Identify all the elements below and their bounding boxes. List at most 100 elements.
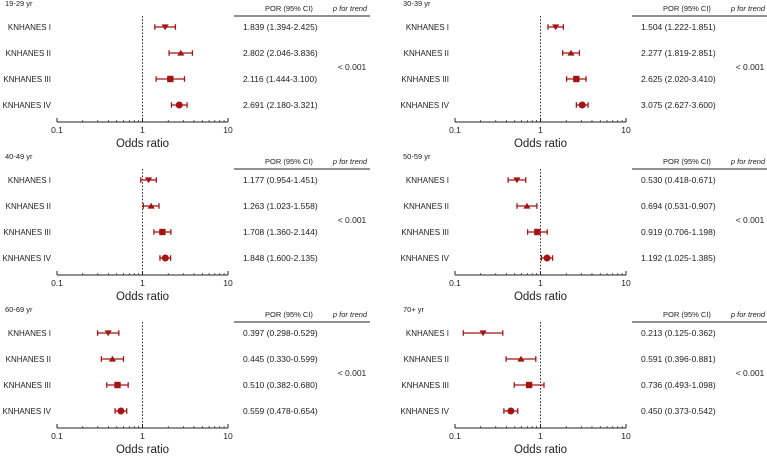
por-ci-value: 0.510 (0.382-0.680) — [243, 380, 318, 390]
x-axis-label: Odds ratio — [116, 444, 169, 456]
x-tick-label: 1 — [538, 431, 543, 441]
x-tick-label: 10 — [621, 125, 631, 135]
x-tick-label: 10 — [223, 431, 233, 441]
point-estimate-marker — [534, 228, 541, 236]
por-ci-value: 1.848 (1.600-2.135) — [243, 253, 318, 263]
table-header-p-trend: p for trend — [730, 4, 766, 13]
row-label: KNHANES IV — [3, 254, 52, 263]
x-tick-label: 0.1 — [449, 125, 461, 135]
por-ci-value: 1.708 (1.360-2.144) — [243, 227, 318, 237]
row-label: KNHANES II — [404, 202, 449, 211]
x-axis-label: Odds ratio — [514, 138, 567, 150]
por-ci-value: 2.277 (1.819-2.851) — [641, 48, 716, 58]
row-label: KNHANES III — [3, 381, 51, 390]
por-ci-value: 1.192 (1.025-1.385) — [641, 253, 716, 263]
p-for-trend-value: < 0.001 — [338, 215, 367, 225]
por-ci-value: 0.397 (0.298-0.529) — [243, 328, 318, 338]
table-header-por: POR (95% CI) — [663, 157, 711, 166]
panel-title: 70+ yr — [403, 305, 425, 314]
point-estimate-marker — [104, 330, 112, 337]
por-ci-value: 1.839 (1.394-2.425) — [243, 22, 318, 32]
por-ci-value: 0.919 (0.706-1.198) — [641, 227, 716, 237]
row-label: KNHANES III — [401, 381, 449, 390]
x-tick-label: 1 — [140, 431, 145, 441]
por-ci-value: 0.736 (0.493-1.098) — [641, 380, 716, 390]
panel-title: 50-59 yr — [403, 152, 431, 161]
row-label: KNHANES III — [3, 75, 51, 84]
por-ci-value: 2.116 (1.444-3.100) — [243, 74, 317, 84]
row-label: KNHANES I — [406, 176, 449, 185]
por-ci-value: 2.802 (2.046-3.836) — [243, 48, 318, 58]
row-label: KNHANES III — [3, 228, 51, 237]
por-ci-value: 2.625 (2.020-3.410) — [641, 74, 716, 84]
point-estimate-marker — [161, 254, 169, 262]
row-label: KNHANES IV — [401, 407, 450, 416]
row-label: KNHANES IV — [3, 407, 52, 416]
x-tick-label: 1 — [538, 278, 543, 288]
point-estimate-marker — [552, 24, 560, 31]
por-ci-value: 0.213 (0.125-0.362) — [641, 328, 716, 338]
por-ci-value: 0.694 (0.531-0.907) — [641, 201, 716, 211]
por-ci-value: 0.445 (0.330-0.599) — [243, 354, 318, 364]
x-tick-label: 10 — [223, 278, 233, 288]
x-tick-label: 1 — [140, 125, 145, 135]
row-label: KNHANES III — [401, 228, 449, 237]
row-label: KNHANES II — [404, 49, 449, 58]
point-estimate-marker — [147, 202, 155, 209]
table-header-p-trend: p for trend — [332, 310, 368, 319]
table-header-por: POR (95% CI) — [265, 4, 313, 13]
x-tick-label: 0.1 — [449, 278, 461, 288]
point-estimate-marker — [108, 355, 117, 362]
point-estimate-marker — [114, 381, 121, 389]
table-header-por: POR (95% CI) — [663, 4, 711, 13]
point-estimate-marker — [525, 381, 533, 389]
x-tick-label: 0.1 — [51, 125, 63, 135]
p-for-trend-value: < 0.001 — [736, 62, 765, 72]
table-header-p-trend: p for trend — [730, 310, 766, 319]
x-tick-label: 0.1 — [449, 431, 461, 441]
point-estimate-marker — [175, 101, 183, 109]
point-estimate-marker — [543, 254, 551, 262]
p-for-trend-value: < 0.001 — [338, 62, 367, 72]
x-axis-label: Odds ratio — [514, 291, 567, 303]
x-axis-label: Odds ratio — [116, 291, 169, 303]
point-estimate-marker — [177, 49, 185, 56]
point-estimate-marker — [159, 228, 166, 236]
point-estimate-marker — [523, 202, 531, 209]
por-ci-value: 2.691 (2.180-3.321) — [243, 100, 318, 110]
point-estimate-marker — [161, 24, 169, 31]
row-label: KNHANES I — [8, 23, 51, 32]
point-estimate-marker — [573, 75, 580, 83]
x-tick-label: 0.1 — [51, 278, 63, 288]
point-estimate-marker — [507, 407, 515, 415]
row-label: KNHANES II — [6, 355, 51, 364]
row-label: KNHANES III — [401, 75, 449, 84]
por-ci-value: 0.530 (0.418-0.671) — [641, 175, 716, 185]
row-label: KNHANES II — [6, 202, 51, 211]
row-label: KNHANES I — [406, 23, 449, 32]
row-label: KNHANES IV — [401, 101, 450, 110]
row-label: KNHANES IV — [3, 101, 52, 110]
point-estimate-marker — [167, 75, 174, 83]
row-label: KNHANES I — [8, 176, 51, 185]
x-tick-label: 1 — [140, 278, 145, 288]
por-ci-value: 3.075 (2.627-3.600) — [641, 100, 716, 110]
point-estimate-marker — [513, 177, 521, 184]
x-axis-label: Odds ratio — [514, 444, 567, 456]
por-ci-value: 1.263 (1.023-1.558) — [243, 201, 318, 211]
x-tick-label: 10 — [621, 278, 631, 288]
panel-title: 30-39 yr — [403, 0, 431, 8]
point-estimate-marker — [517, 355, 525, 362]
por-ci-value: 1.504 (1.222-1.851) — [641, 22, 716, 32]
table-header-por: POR (95% CI) — [265, 310, 313, 319]
table-header-por: POR (95% CI) — [663, 310, 711, 319]
point-estimate-marker — [578, 101, 586, 109]
panel-title: 19-29 yr — [5, 0, 33, 8]
table-header-p-trend: p for trend — [730, 157, 766, 166]
panel-title: 60-69 yr — [5, 305, 33, 314]
por-ci-value: 0.559 (0.478-0.654) — [243, 406, 318, 416]
table-header-por: POR (95% CI) — [265, 157, 313, 166]
x-tick-label: 1 — [538, 125, 543, 135]
